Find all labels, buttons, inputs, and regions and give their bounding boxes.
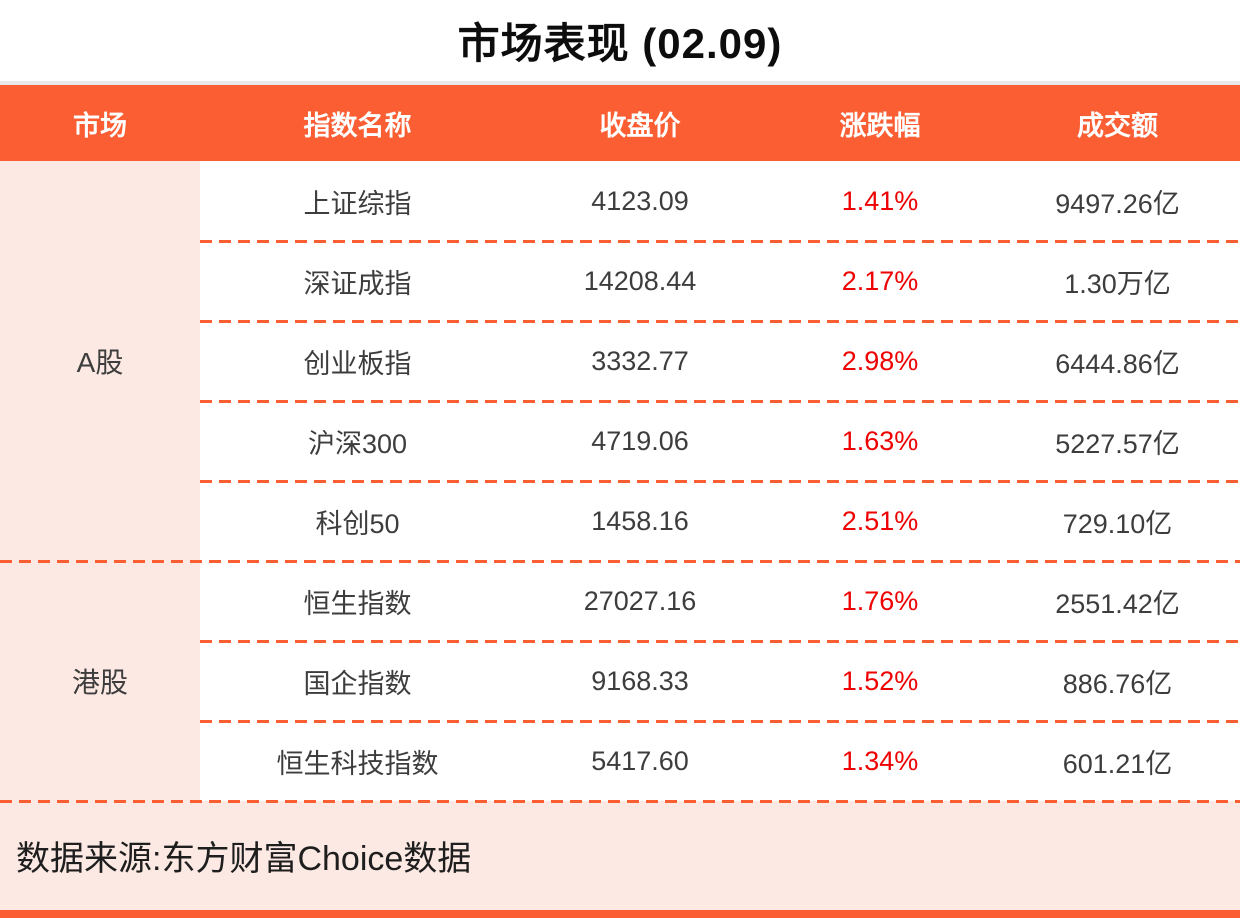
close-price-cell: 9168.33 [591, 665, 689, 696]
turnover-cell: 5227.57亿 [1055, 428, 1180, 459]
index-name-cell: 科创50 [315, 508, 400, 539]
change-percent-cell: 2.51% [841, 505, 919, 536]
title-band: 市场表现 (02.09) [0, 0, 1240, 81]
close-price-cell: 5417.60 [591, 745, 689, 776]
close-price-cell: 27027.16 [583, 585, 697, 616]
change-percent-cell: 1.76% [841, 585, 919, 616]
change-percent-cell: 1.52% [841, 665, 919, 696]
group-dashed-divider [0, 559, 1240, 563]
page-title: 市场表现 (02.09) [457, 20, 783, 67]
footer: 数据来源:东方财富Choice数据 [0, 801, 1240, 910]
turnover-cell: 2551.42亿 [1055, 588, 1180, 619]
header-cell-market: 市场 [73, 110, 127, 141]
table-row: 恒生指数 27027.16 1.76% 2551.42亿 [200, 561, 1240, 643]
index-name-cell: 国企指数 [303, 668, 412, 699]
close-price-cell: 3332.77 [591, 345, 689, 376]
close-price-cell: 14208.44 [583, 265, 697, 296]
turnover-cell: 9497.26亿 [1055, 188, 1180, 219]
change-percent-cell: 2.17% [841, 265, 919, 296]
table-row: 创业板指 3332.77 2.98% 6444.86亿 [200, 321, 1240, 403]
change-percent-cell: 1.63% [841, 425, 919, 456]
close-price-cell: 4123.09 [591, 185, 689, 216]
index-name-cell: 创业板指 [303, 348, 412, 379]
table-row: 深证成指 14208.44 2.17% 1.30万亿 [200, 241, 1240, 323]
turnover-cell: 6444.86亿 [1055, 348, 1180, 379]
index-name-cell: 上证综指 [303, 188, 412, 219]
header-cell-close-price: 收盘价 [599, 110, 681, 141]
market-group-label: A股 [0, 161, 200, 561]
table-row: 国企指数 9168.33 1.52% 886.76亿 [200, 641, 1240, 723]
table-row: 沪深300 4719.06 1.63% 5227.57亿 [200, 401, 1240, 483]
title-divider [0, 81, 1240, 85]
market-group-label: 港股 [0, 561, 200, 801]
table-row: 上证综指 4123.09 1.41% 9497.26亿 [200, 161, 1240, 243]
turnover-cell: 729.10亿 [1062, 508, 1173, 539]
header-cell-index-name: 指数名称 [303, 110, 412, 141]
close-price-cell: 1458.16 [591, 505, 689, 536]
group-rows: 上证综指 4123.09 1.41% 9497.26亿 深证成指 14208.4… [200, 161, 1240, 561]
close-price-cell: 4719.06 [591, 425, 689, 456]
index-name-cell: 沪深300 [307, 428, 408, 459]
index-name-cell: 恒生指数 [303, 588, 412, 619]
change-percent-cell: 2.98% [841, 345, 919, 376]
data-source-text: 数据来源:东方财富Choice数据 [16, 840, 472, 878]
index-name-cell: 深证成指 [303, 268, 412, 299]
market-group-hk-shares: 港股 恒生指数 27027.16 1.76% 2551.42亿 国企指数 916… [0, 561, 1240, 801]
turnover-cell: 1.30万亿 [1064, 268, 1171, 299]
table-header: 市场 指数名称 收盘价 涨跌幅 成交额 [0, 85, 1240, 161]
turnover-cell: 886.76亿 [1062, 668, 1173, 699]
change-percent-cell: 1.34% [841, 745, 919, 776]
bottom-accent-bar [0, 910, 1240, 918]
turnover-cell: 601.21亿 [1062, 748, 1173, 779]
footer-dashed-divider [0, 799, 1240, 803]
header-cell-change-percent: 涨跌幅 [839, 110, 921, 141]
table-row: 科创50 1458.16 2.51% 729.10亿 [200, 481, 1240, 561]
change-percent-cell: 1.41% [841, 185, 919, 216]
table-row: 恒生科技指数 5417.60 1.34% 601.21亿 [200, 721, 1240, 801]
index-name-cell: 恒生科技指数 [276, 748, 439, 779]
group-rows: 恒生指数 27027.16 1.76% 2551.42亿 国企指数 9168.3… [200, 561, 1240, 801]
header-cell-turnover: 成交额 [1077, 110, 1158, 141]
market-group-a-shares: A股 上证综指 4123.09 1.41% 9497.26亿 深证成指 1420… [0, 161, 1240, 561]
